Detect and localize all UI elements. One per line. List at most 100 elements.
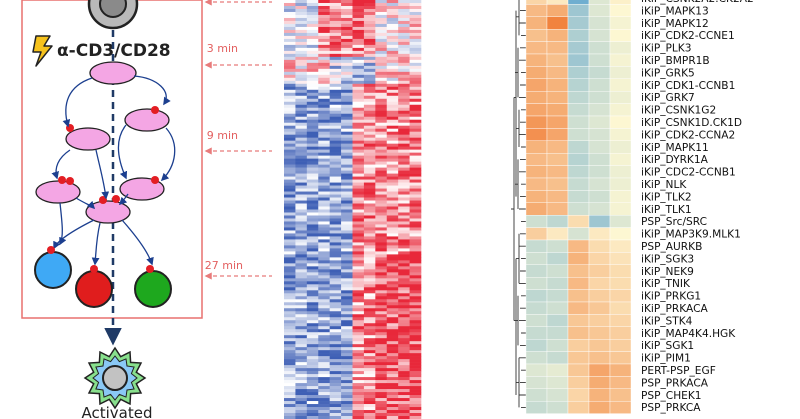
heatmap-cell	[306, 242, 319, 246]
heatmap-cell	[341, 146, 353, 150]
heatmap-cell	[398, 281, 410, 285]
heatmap-cell	[318, 272, 330, 276]
heatmap-cell	[409, 317, 422, 321]
effector-node-blue	[34, 251, 72, 289]
heatmap-cell	[352, 203, 365, 207]
heatmap-cell	[409, 248, 422, 252]
heatmap-cell	[375, 299, 388, 303]
heatmap-cell	[329, 281, 342, 285]
kinase-heatmap-cell	[588, 78, 611, 92]
kinase-heatmap-cell	[588, 152, 611, 166]
heatmap-cell	[295, 80, 308, 85]
heatmap-cell	[352, 53, 365, 58]
heatmap-cell	[398, 107, 410, 112]
heatmap-cell	[306, 218, 319, 222]
heatmap-cell	[318, 119, 330, 123]
heatmap-cell	[306, 131, 319, 135]
kinase-heatmap-cell	[588, 16, 611, 30]
heatmap-cell	[363, 392, 376, 396]
heatmap-cell	[318, 20, 330, 25]
heatmap-cell	[375, 185, 388, 189]
heatmap-cell	[352, 95, 365, 100]
heatmap-cell	[295, 404, 308, 408]
kinase-row-label: iKiP_TLK2	[641, 191, 692, 203]
heatmap-cell	[386, 92, 399, 97]
kinase-row-label: iKiP_CSNK1G2	[641, 105, 716, 117]
heatmap-cell	[363, 257, 376, 261]
heatmap-cell	[375, 14, 388, 19]
heatmap-cell	[398, 212, 410, 216]
heatmap-cell	[295, 197, 308, 201]
heatmap-cell	[409, 221, 422, 225]
heatmap-cell	[398, 353, 410, 357]
heatmap-cell	[295, 284, 308, 288]
heatmap-cell	[409, 110, 422, 115]
heatmap-cell	[318, 110, 330, 115]
heatmap-cell	[409, 350, 422, 354]
heatmap-cell	[284, 401, 296, 405]
heatmap-cell	[284, 38, 296, 43]
heatmap-cell	[386, 152, 399, 156]
heatmap-cell	[306, 344, 319, 348]
heatmap-cell	[306, 176, 319, 180]
heatmap-cell	[352, 176, 365, 180]
heatmap-cell	[306, 389, 319, 393]
kinase-heatmap-cell	[525, 165, 548, 179]
heatmap-cell	[284, 365, 296, 369]
heatmap-cell	[363, 35, 376, 40]
heatmap-cell	[306, 314, 319, 318]
kinase-heatmap-cell	[567, 277, 590, 290]
heatmap-cell	[295, 275, 308, 279]
heatmap-cell	[306, 92, 319, 97]
kinase-heatmap-cell	[525, 66, 548, 80]
heatmap-cell	[295, 182, 308, 186]
heatmap-cell	[295, 26, 308, 31]
heatmap-cell	[386, 278, 399, 282]
heatmap-cell	[318, 278, 330, 282]
heatmap-cell	[341, 305, 353, 309]
heatmap-cell	[409, 20, 422, 25]
heatmap-cell	[295, 50, 308, 55]
heatmap-cell	[386, 215, 399, 219]
heatmap-cell	[306, 407, 319, 411]
heatmap-cell	[386, 182, 399, 186]
heatmap-cell	[375, 71, 388, 76]
heatmap-cell	[409, 2, 422, 7]
heatmap-cell	[284, 41, 296, 46]
heatmap-cell	[295, 14, 308, 19]
heatmap-cell	[363, 278, 376, 282]
heatmap-cell	[318, 95, 330, 100]
heatmap-cell	[329, 107, 342, 112]
heatmap-cell	[329, 11, 342, 16]
heatmap-cell	[352, 344, 365, 348]
heatmap-cell	[409, 266, 422, 270]
heatmap-cell	[409, 206, 422, 210]
heatmap-cell	[306, 194, 319, 198]
heatmap-cell	[329, 125, 342, 129]
heatmap-cell	[306, 71, 319, 76]
heatmap-cell	[295, 41, 308, 46]
heatmap-cell	[375, 8, 388, 13]
heatmap-cell	[295, 230, 308, 234]
heatmap-cell	[341, 335, 353, 339]
heatmap-cell	[341, 44, 353, 49]
heatmap-cell	[409, 173, 422, 177]
heatmap-cell	[329, 185, 342, 189]
heatmap-cell	[329, 236, 342, 240]
heatmap-cell	[306, 26, 319, 31]
kinase-heatmap-cell	[567, 351, 590, 365]
heatmap-cell	[318, 149, 330, 153]
heatmap-cell	[409, 89, 422, 94]
heatmap-cell	[386, 95, 399, 100]
heatmap-cell	[363, 353, 376, 357]
heatmap-cell	[295, 239, 308, 243]
heatmap-cell	[398, 164, 410, 168]
heatmap-cell	[284, 26, 296, 31]
heatmap-cell	[341, 56, 353, 61]
heatmap-cell	[386, 173, 399, 177]
heatmap-cell	[352, 281, 365, 285]
heatmap-cell	[329, 191, 342, 195]
heatmap-cell	[352, 350, 365, 354]
heatmap-cell	[329, 407, 342, 411]
heatmap-cell	[398, 359, 410, 363]
